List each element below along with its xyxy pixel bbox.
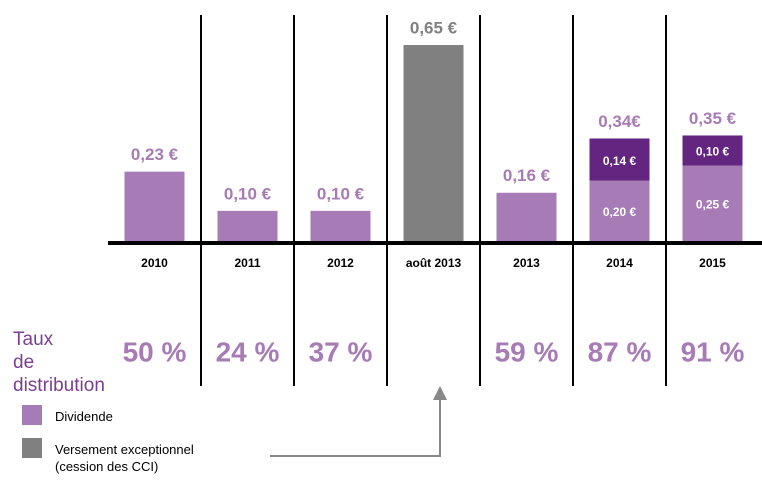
total-label: 0,23 € [131, 145, 179, 164]
segment-label: 0,10 € [696, 145, 730, 159]
segment-label: 0,20 € [603, 205, 637, 219]
legend-label: Dividende [55, 409, 113, 424]
x-tick-label: août 2013 [406, 256, 462, 270]
bar-segment [496, 192, 557, 241]
x-tick-label: 2015 [699, 256, 726, 270]
distribution-rate: 87 % [588, 336, 652, 367]
distribution-rate: 50 % [123, 336, 187, 367]
bar-segment [589, 138, 650, 181]
rate-title: Taux de distribution [13, 329, 105, 396]
arrow [270, 398, 441, 457]
distribution-rate: 24 % [216, 336, 280, 367]
x-tick-label: 2012 [327, 256, 354, 270]
x-tick-label: 2010 [141, 256, 168, 270]
segment-label: 0,25 € [696, 197, 730, 211]
bar-segment [682, 135, 743, 166]
total-label: 0,16 € [503, 166, 551, 185]
total-label: 0,35 € [689, 109, 737, 128]
segment-label: 0,14 € [603, 154, 637, 168]
bar-segment [124, 171, 185, 241]
legend-label: Versement exceptionnel (cession des CCI) [55, 442, 194, 474]
x-tick-label: 2014 [606, 256, 633, 270]
distribution-rate: 37 % [309, 336, 373, 367]
total-label: 0,34€ [598, 112, 641, 131]
total-label: 0,65 € [410, 19, 458, 38]
distribution-rate: 59 % [495, 336, 559, 367]
bar-segment [217, 210, 278, 241]
legend-swatch [22, 405, 42, 425]
bar-segment [403, 45, 464, 242]
bar-segment [589, 180, 650, 241]
distribution-rate: 91 % [681, 336, 745, 367]
bar-segment [310, 210, 371, 241]
bar-segment [682, 165, 743, 241]
x-tick-label: 2013 [513, 256, 540, 270]
arrow-head [433, 386, 447, 400]
legend-swatch [22, 438, 42, 458]
total-label: 0,10 € [224, 184, 272, 203]
total-label: 0,10 € [317, 184, 365, 203]
x-tick-label: 2011 [234, 256, 260, 270]
